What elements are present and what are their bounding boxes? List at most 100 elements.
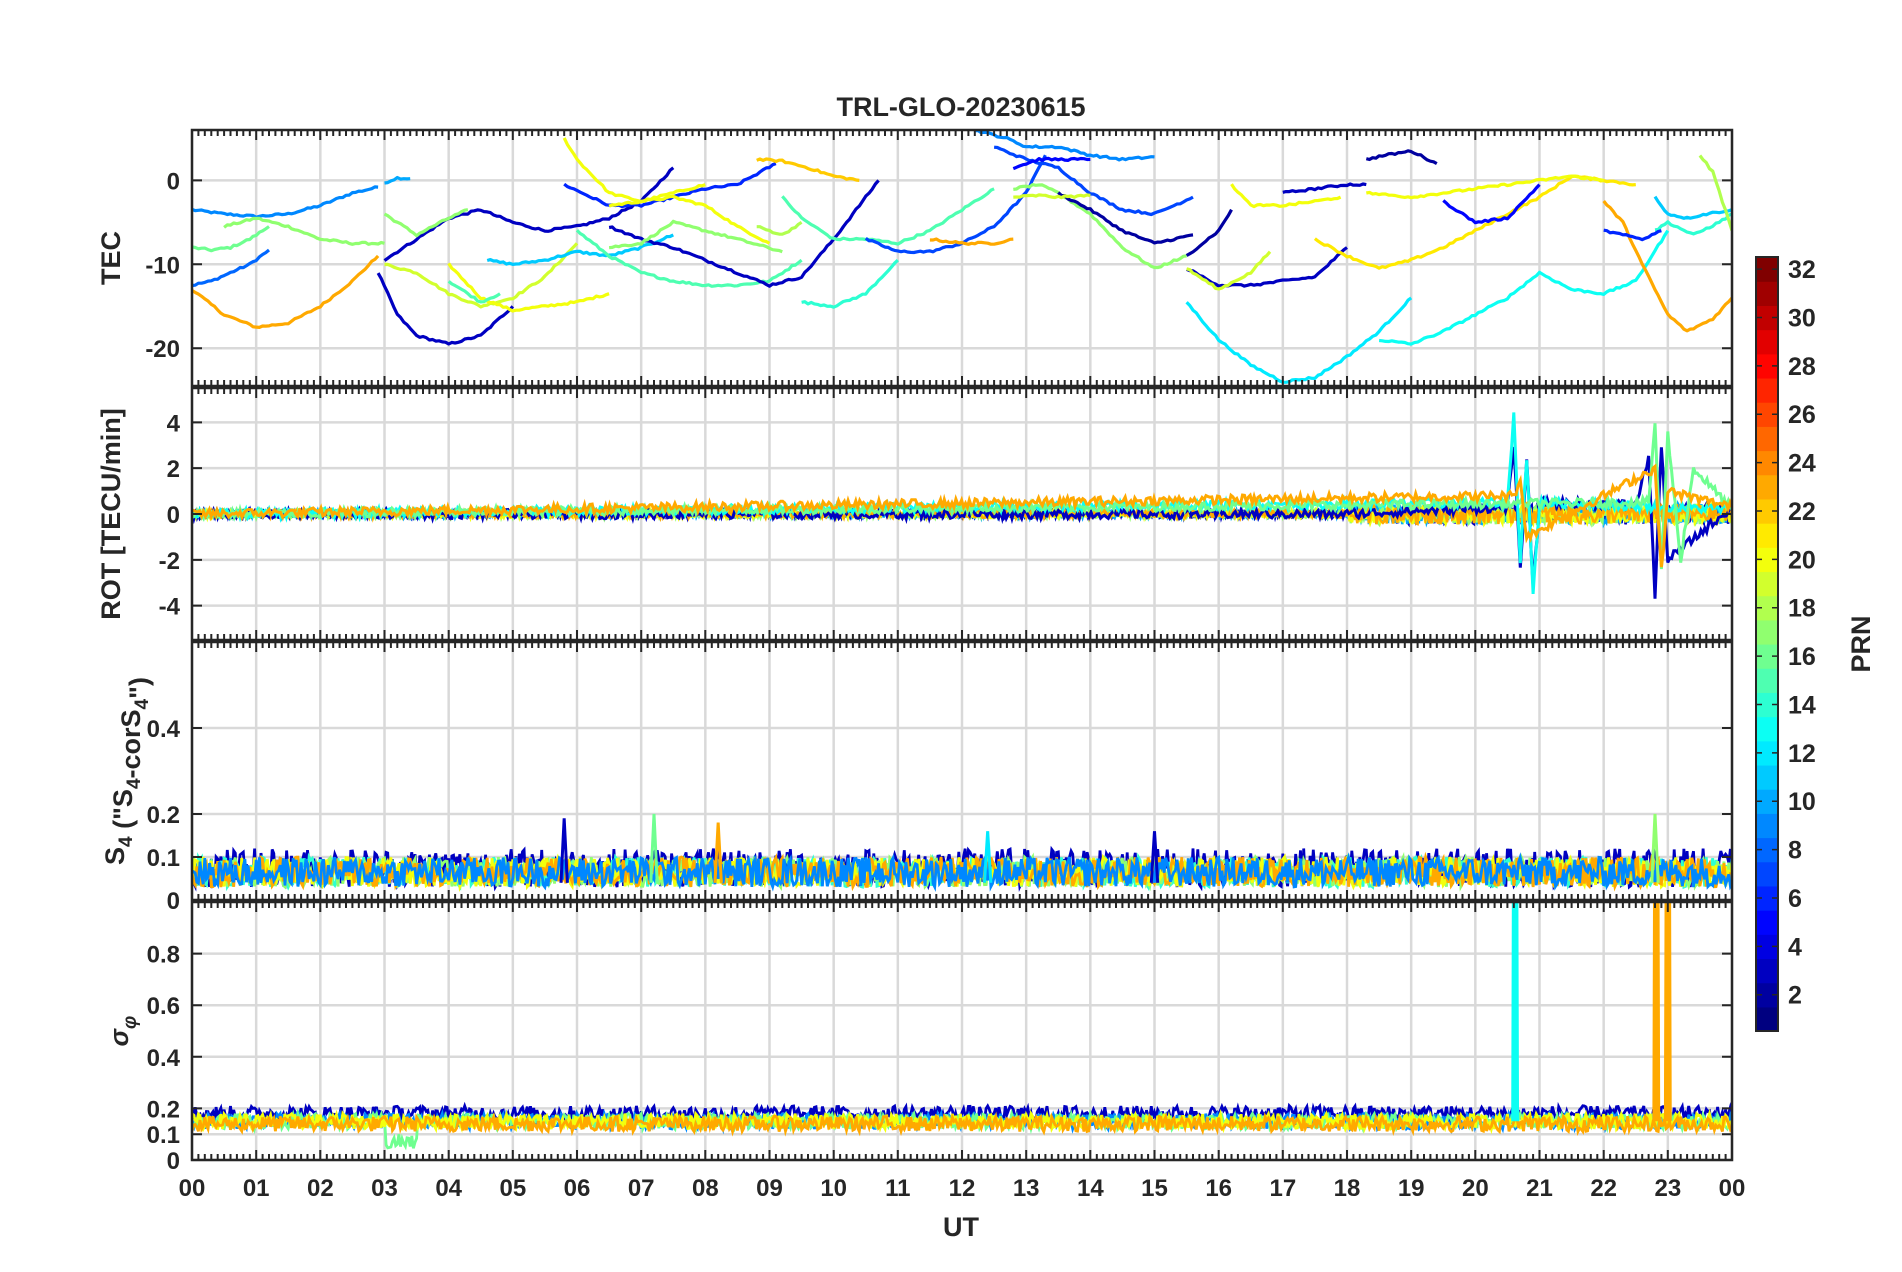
colorbar-label: PRN bbox=[1846, 615, 1876, 672]
x-tick-label: 00 bbox=[179, 1175, 206, 1202]
y-axis-label: S4 ("S4-corS4") bbox=[100, 677, 154, 865]
y-tick-label: -4 bbox=[159, 594, 181, 621]
tec-series-prn-6 bbox=[1603, 228, 1662, 242]
x-ticks bbox=[191, 902, 1733, 1160]
tec-series-prn-18 bbox=[1698, 154, 1732, 232]
x-tick-label: 22 bbox=[1590, 1175, 1617, 1202]
tec-series-prn-7 bbox=[864, 154, 1047, 255]
tec-series-prn-11 bbox=[486, 233, 674, 266]
colorbar-segment bbox=[1756, 716, 1778, 742]
colorbar-segment bbox=[1756, 305, 1778, 331]
tec-series-prn-19 bbox=[1013, 193, 1091, 200]
colorbar-segment bbox=[1756, 813, 1778, 839]
y-tick-label: 0 bbox=[167, 1148, 180, 1175]
colorbar-tick-label: 26 bbox=[1788, 401, 1816, 429]
tec-series-prn-15 bbox=[447, 280, 501, 304]
sigma-spike bbox=[1652, 902, 1661, 1122]
colorbar-segment bbox=[1756, 861, 1778, 887]
panel-rot: -4 -2 0 2 4 ROT [TECU/min] bbox=[96, 386, 1734, 642]
y-tick-label: -20 bbox=[145, 336, 180, 363]
plot-area bbox=[192, 813, 1732, 893]
x-tick-label: 05 bbox=[499, 1175, 526, 1202]
colorbar-segment bbox=[1756, 402, 1778, 427]
s4-series-prn-9 bbox=[192, 852, 1732, 892]
tec-series-prn-23 bbox=[929, 237, 1014, 246]
s4-peak bbox=[1650, 813, 1660, 883]
colorbar-tick-label: 18 bbox=[1788, 595, 1816, 623]
tec-series-prn-16 bbox=[192, 225, 270, 253]
tec-series-prn-12 bbox=[1185, 296, 1413, 384]
sigma-spike bbox=[1663, 902, 1672, 1122]
chart-title: TRL-GLO-20230615 bbox=[836, 92, 1085, 122]
colorbar-tick-label: 6 bbox=[1788, 885, 1802, 913]
y-tick-label: 0 bbox=[167, 888, 180, 915]
y-tick-label: 0.2 bbox=[147, 802, 180, 829]
colorbar-segment bbox=[1756, 1006, 1778, 1032]
x-ticks bbox=[191, 642, 1733, 900]
x-tick-label: 02 bbox=[307, 1175, 334, 1202]
plot-area bbox=[192, 902, 1732, 1151]
colorbar-tick-label: 10 bbox=[1788, 788, 1816, 816]
y-tick-label: 4 bbox=[167, 410, 181, 437]
x-tick-label: 16 bbox=[1205, 1175, 1232, 1202]
s4-peak bbox=[982, 831, 993, 883]
tec-series-prn-2 bbox=[1185, 208, 1233, 257]
s4-peak bbox=[649, 813, 659, 883]
colorbar-segment bbox=[1756, 571, 1778, 597]
tec-series-prn-17 bbox=[1013, 183, 1187, 270]
x-tick-label: 11 bbox=[885, 1175, 910, 1202]
y-tick-label: 0 bbox=[167, 502, 180, 529]
colorbar-tick-label: 16 bbox=[1788, 643, 1816, 671]
colorbar-segment bbox=[1756, 498, 1778, 524]
x-tick-label: 01 bbox=[243, 1175, 270, 1202]
colorbar-segment bbox=[1756, 764, 1778, 790]
x-tick-label: 07 bbox=[628, 1175, 655, 1202]
x-tick-label: 12 bbox=[949, 1175, 976, 1202]
tec-series-prn-14 bbox=[801, 258, 899, 309]
colorbar-segment bbox=[1756, 668, 1778, 693]
plot-area bbox=[192, 412, 1732, 599]
tec-series-prn-20 bbox=[608, 194, 771, 245]
colorbar-tick-label: 30 bbox=[1788, 304, 1816, 332]
x-tick-label: 15 bbox=[1141, 1175, 1168, 1202]
x-tick-label: 10 bbox=[820, 1175, 847, 1202]
y-tick-label: 0.1 bbox=[147, 845, 180, 872]
tec-series-prn-23 bbox=[192, 254, 380, 329]
panel-sigma_phi: 00.10.2 0.4 0.6 0.8 σφ bbox=[104, 900, 1734, 1175]
colorbar-tick-label: 28 bbox=[1788, 353, 1816, 381]
tec-series-prn-20 bbox=[447, 262, 610, 313]
colorbar-tick-label: 20 bbox=[1788, 546, 1816, 574]
colorbar-segment bbox=[1756, 958, 1778, 984]
colorbar-segment bbox=[1756, 789, 1778, 814]
tec-series-prn-20 bbox=[1366, 174, 1604, 200]
tec-series-prn-11 bbox=[1653, 195, 1732, 220]
tec-series-prn-20 bbox=[1230, 183, 1342, 209]
tec-series-prn-17 bbox=[223, 216, 385, 246]
x-tick-label: 19 bbox=[1398, 1175, 1425, 1202]
s4-peak bbox=[1149, 831, 1160, 883]
colorbar-segment bbox=[1756, 644, 1778, 669]
y-tick-label: 0.1 bbox=[147, 1122, 180, 1149]
tec-series-prn-13 bbox=[1378, 229, 1670, 346]
x-tick-label: 18 bbox=[1334, 1175, 1361, 1202]
x-tick-label: 13 bbox=[1013, 1175, 1040, 1202]
y-tick-label: 0.4 bbox=[147, 716, 181, 743]
plot-area bbox=[192, 130, 1732, 384]
tec-series-prn-15 bbox=[781, 187, 995, 246]
s4-peak bbox=[713, 822, 723, 883]
panel-tec: -20 -10 0 TEC bbox=[96, 128, 1734, 388]
x-tick-label: 14 bbox=[1077, 1175, 1104, 1202]
x-tick-label: 04 bbox=[435, 1175, 462, 1202]
y-axis-label: ROT [TECU/min] bbox=[96, 408, 126, 619]
colorbar-segment bbox=[1756, 353, 1778, 379]
tec-series-prn-18 bbox=[756, 220, 803, 236]
y-tick-label: 0.6 bbox=[147, 993, 180, 1020]
colorbar-segment bbox=[1756, 595, 1778, 621]
colorbar-segment bbox=[1756, 885, 1778, 911]
x-tick-label: 09 bbox=[756, 1175, 783, 1202]
tec-series-prn-3 bbox=[383, 166, 675, 262]
colorbar-tick-label: 24 bbox=[1788, 450, 1816, 478]
x-ticks bbox=[191, 388, 1733, 640]
colorbar-segment bbox=[1756, 934, 1778, 960]
